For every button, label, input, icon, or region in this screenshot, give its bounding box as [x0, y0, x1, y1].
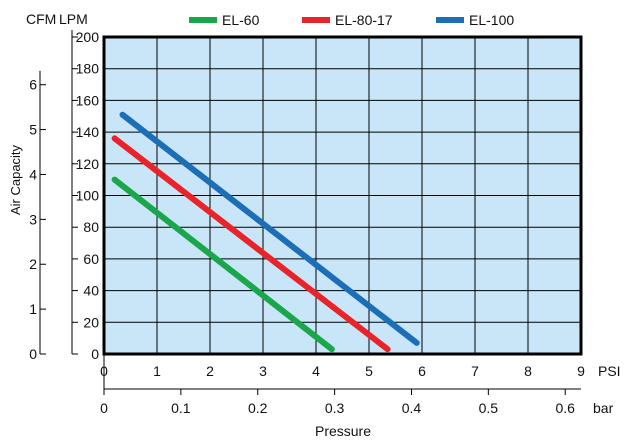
lpm-tick-label: 120 — [76, 156, 100, 172]
psi-tick-label: 4 — [312, 363, 320, 379]
legend-label-el-100: EL-100 — [469, 12, 514, 28]
bar-tick-label: 0.2 — [248, 400, 268, 416]
psi-unit-label: PSI — [598, 363, 621, 379]
cfm-tick-label: 6 — [29, 77, 37, 93]
psi-tick-label: 7 — [471, 363, 479, 379]
lpm-tick-label: 60 — [83, 251, 99, 267]
series-line-el-60 — [111, 176, 335, 353]
x-axis-title: Pressure — [315, 423, 371, 439]
cfm-tick-label: 0 — [29, 346, 37, 362]
cfm-tick-label: 4 — [29, 166, 37, 182]
psi-tick-label: 9 — [577, 363, 585, 379]
psi-tick-label: 5 — [365, 363, 373, 379]
cfm-tick-label: 1 — [29, 301, 37, 317]
lpm-tick-label: 20 — [83, 314, 99, 330]
cfm-unit-label: CFM — [26, 11, 56, 27]
psi-tick-label: 2 — [206, 363, 214, 379]
series-lines — [111, 111, 420, 353]
bar-tick-label: 0.3 — [325, 400, 345, 416]
psi-tick-label: 8 — [524, 363, 532, 379]
cfm-tick-label: 2 — [29, 256, 37, 272]
bar-tick-label: 0.5 — [479, 400, 499, 416]
series-line-el-80-17 — [111, 135, 391, 353]
cfm-tick-label: 3 — [29, 211, 37, 227]
psi-tick-label: 6 — [418, 363, 426, 379]
axes — [39, 30, 581, 395]
bar-tick-label: 0.4 — [402, 400, 422, 416]
cfm-tick-label: 5 — [29, 122, 37, 138]
lpm-tick-label: 40 — [83, 283, 99, 299]
lpm-tick-label: 180 — [76, 61, 100, 77]
plot-border — [102, 35, 583, 356]
lpm-tick-label: 0 — [91, 346, 99, 362]
bar-tick-label: 0.6 — [555, 400, 575, 416]
lpm-tick-label: 80 — [83, 219, 99, 235]
bar-tick-label: 0 — [100, 400, 108, 416]
psi-tick-label: 3 — [259, 363, 267, 379]
series-line-el-100 — [119, 111, 420, 346]
lpm-tick-label: 100 — [76, 188, 100, 204]
bar-unit-label: bar — [593, 400, 614, 416]
lpm-tick-label: 200 — [76, 29, 100, 45]
lpm-tick-label: 160 — [76, 92, 100, 108]
legend: EL-60 EL-80-17 EL-100 — [189, 12, 514, 28]
psi-tick-label: 0 — [100, 363, 108, 379]
lpm-tick-label: 140 — [76, 124, 100, 140]
legend-label-el-80-17: EL-80-17 — [335, 12, 393, 28]
bar-tick-label: 0.1 — [171, 400, 191, 416]
lpm-unit-label: LPM — [59, 11, 88, 27]
y-axis-title: Air Capacity — [8, 144, 23, 215]
legend-label-el-60: EL-60 — [222, 12, 260, 28]
psi-tick-label: 1 — [153, 363, 161, 379]
